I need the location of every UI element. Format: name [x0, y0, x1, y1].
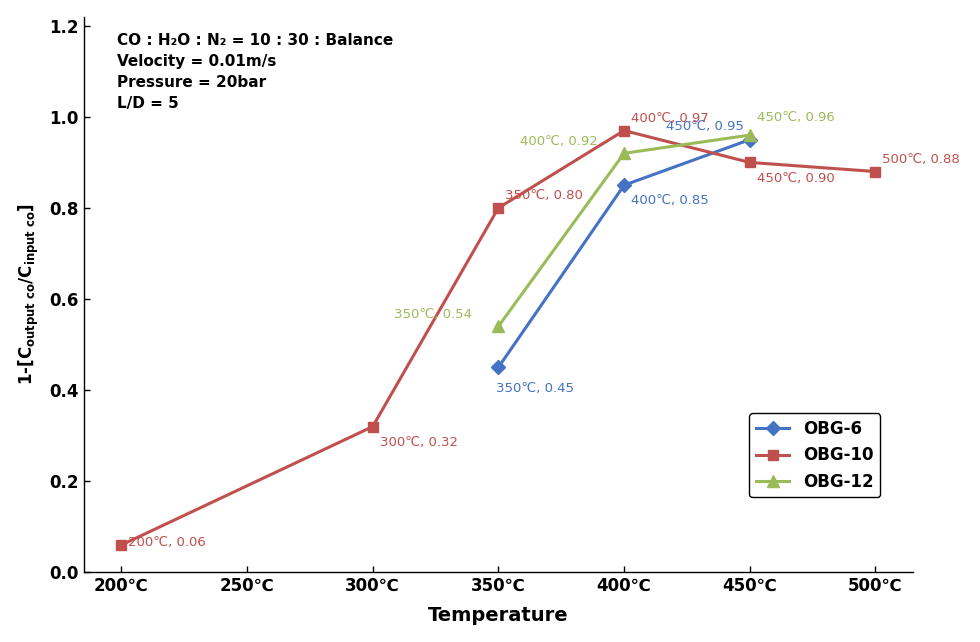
- OBG-10: [618, 126, 630, 134]
- Line: OBG-10: OBG-10: [117, 126, 880, 550]
- Text: 450℃, 0.90: 450℃, 0.90: [757, 171, 834, 185]
- OBG-10: [493, 204, 505, 212]
- OBG-10: [744, 159, 756, 166]
- OBG-10: [869, 168, 881, 175]
- Text: 400℃, 0.97: 400℃, 0.97: [631, 112, 709, 125]
- Text: 500℃, 0.88: 500℃, 0.88: [882, 153, 960, 166]
- Y-axis label: 1-[$\mathbf{C_{output\ co}}$/$\mathbf{C_{input\ co}}$]: 1-[$\mathbf{C_{output\ co}}$/$\mathbf{C_…: [17, 204, 41, 385]
- Line: OBG-6: OBG-6: [494, 135, 755, 372]
- Text: 350℃, 0.45: 350℃, 0.45: [496, 382, 573, 395]
- OBG-6: [493, 363, 505, 371]
- OBG-6: [744, 136, 756, 144]
- Text: 350℃, 0.80: 350℃, 0.80: [506, 189, 583, 202]
- OBG-10: [367, 422, 378, 430]
- OBG-12: [618, 150, 630, 157]
- Text: CO : H₂O : N₂ = 10 : 30 : Balance
Velocity = 0.01m/s
Pressure = 20bar
L/D = 5: CO : H₂O : N₂ = 10 : 30 : Balance Veloci…: [117, 33, 393, 111]
- OBG-12: [493, 322, 505, 330]
- Text: 400℃, 0.92: 400℃, 0.92: [520, 135, 598, 148]
- Text: 450℃, 0.96: 450℃, 0.96: [757, 111, 834, 124]
- X-axis label: Temperature: Temperature: [428, 606, 568, 625]
- Line: OBG-12: OBG-12: [493, 130, 756, 332]
- OBG-10: [116, 541, 127, 549]
- Text: 400℃, 0.85: 400℃, 0.85: [631, 195, 709, 207]
- Legend: OBG-6, OBG-10, OBG-12: OBG-6, OBG-10, OBG-12: [750, 413, 880, 498]
- Text: 300℃, 0.32: 300℃, 0.32: [379, 436, 458, 449]
- Text: 200℃, 0.06: 200℃, 0.06: [128, 536, 206, 549]
- Text: 350℃, 0.54: 350℃, 0.54: [394, 308, 472, 321]
- OBG-12: [744, 131, 756, 139]
- OBG-6: [618, 181, 630, 189]
- Text: 450℃, 0.95: 450℃, 0.95: [666, 119, 744, 133]
